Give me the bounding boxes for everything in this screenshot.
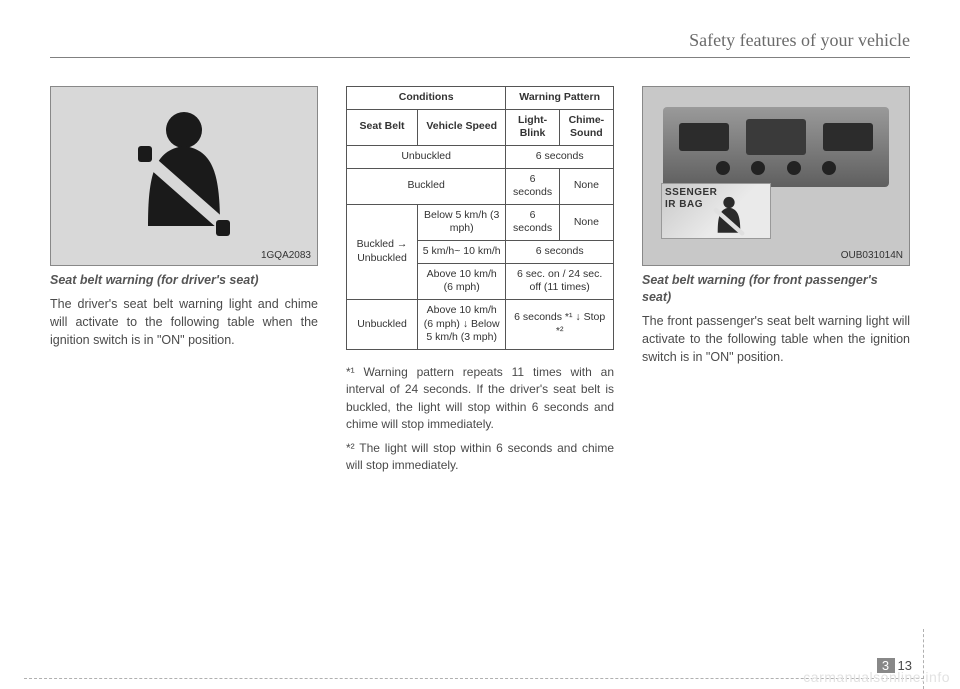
driver-body-text: The driver's seat belt warning light and… xyxy=(50,295,318,349)
cell-below5: Below 5 km/h (3 mph) xyxy=(418,204,506,240)
driver-caption: Seat belt warning (for driver's seat) xyxy=(50,272,318,289)
knob xyxy=(787,161,801,175)
knob xyxy=(822,161,836,175)
dash-knobs xyxy=(716,161,836,177)
th-warning-pattern: Warning Pattern xyxy=(506,87,614,110)
figure-label: 1GQA2083 xyxy=(261,250,311,261)
cell-5to10-pattern: 6 seconds xyxy=(506,241,614,264)
th-light-blink: Light-Blink xyxy=(506,109,559,145)
driver-seatbelt-figure: 1GQA2083 xyxy=(50,86,318,266)
cell-buckled: Buckled xyxy=(347,168,506,204)
dash-vent-left xyxy=(679,123,729,151)
page-header: Safety features of your vehicle xyxy=(50,30,910,58)
column-middle: Conditions Warning Pattern Seat Belt Veh… xyxy=(346,86,614,480)
th-conditions: Conditions xyxy=(347,87,506,110)
cell-above10-below5: Above 10 km/h (6 mph) ↓ Below 5 km/h (3 … xyxy=(418,300,506,350)
dash-vent-right xyxy=(823,123,873,151)
cell-6sec-stop: 6 seconds *¹ ↓ Stop *² xyxy=(506,300,614,350)
cell-5to10: 5 km/h~ 10 km/h xyxy=(418,241,506,264)
passenger-caption: Seat belt warning (for front passenger's… xyxy=(642,272,910,306)
cell-unbuckled: Unbuckled xyxy=(347,145,506,168)
th-chime-sound: Chime-Sound xyxy=(559,109,613,145)
knob xyxy=(751,161,765,175)
warning-pattern-table: Conditions Warning Pattern Seat Belt Veh… xyxy=(346,86,614,350)
dotted-rule-h xyxy=(24,678,924,679)
content-columns: 1GQA2083 Seat belt warning (for driver's… xyxy=(50,86,910,480)
cell-buckled-unbuckled: Buckled → Unbuckled xyxy=(347,204,418,299)
cell-below5-light: 6 seconds xyxy=(506,204,559,240)
seatbelt-small-icon xyxy=(707,195,751,239)
passenger-dash-figure: SSENGER IR BAG OUB031014N xyxy=(642,86,910,266)
passenger-body-text: The front passenger's seat belt warning … xyxy=(642,312,910,366)
footnotes: *¹ Warning pattern repeats 11 times with… xyxy=(346,364,614,474)
cell-above10-pattern: 6 sec. on / 24 sec. off (11 times) xyxy=(506,263,614,299)
watermark: carmanualsonline.info xyxy=(803,669,950,685)
seatbelt-icon xyxy=(124,106,244,246)
driver-body-paragraph: The driver's seat belt warning light and… xyxy=(50,295,318,349)
cell-6sec: 6 seconds xyxy=(506,145,614,168)
dash-center-display xyxy=(746,119,806,155)
footnote-1: *¹ Warning pattern repeats 11 times with… xyxy=(346,364,614,434)
cell-above10: Above 10 km/h (6 mph) xyxy=(418,263,506,299)
cell-below5-chime: None xyxy=(559,204,613,240)
column-left: 1GQA2083 Seat belt warning (for driver's… xyxy=(50,86,318,480)
passenger-body-paragraph: The front passenger's seat belt warning … xyxy=(642,312,910,366)
cell-unbuckled2: Unbuckled xyxy=(347,300,418,350)
th-seat-belt: Seat Belt xyxy=(347,109,418,145)
th-vehicle-speed: Vehicle Speed xyxy=(418,109,506,145)
cell-buckled-chime: None xyxy=(559,168,613,204)
cell-buckled-light: 6 seconds xyxy=(506,168,559,204)
column-right: SSENGER IR BAG OUB031014N Seat belt warn… xyxy=(642,86,910,480)
figure-label: OUB031014N xyxy=(841,250,903,261)
knob xyxy=(716,161,730,175)
footnote-2: *² The light will stop within 6 seconds … xyxy=(346,440,614,475)
